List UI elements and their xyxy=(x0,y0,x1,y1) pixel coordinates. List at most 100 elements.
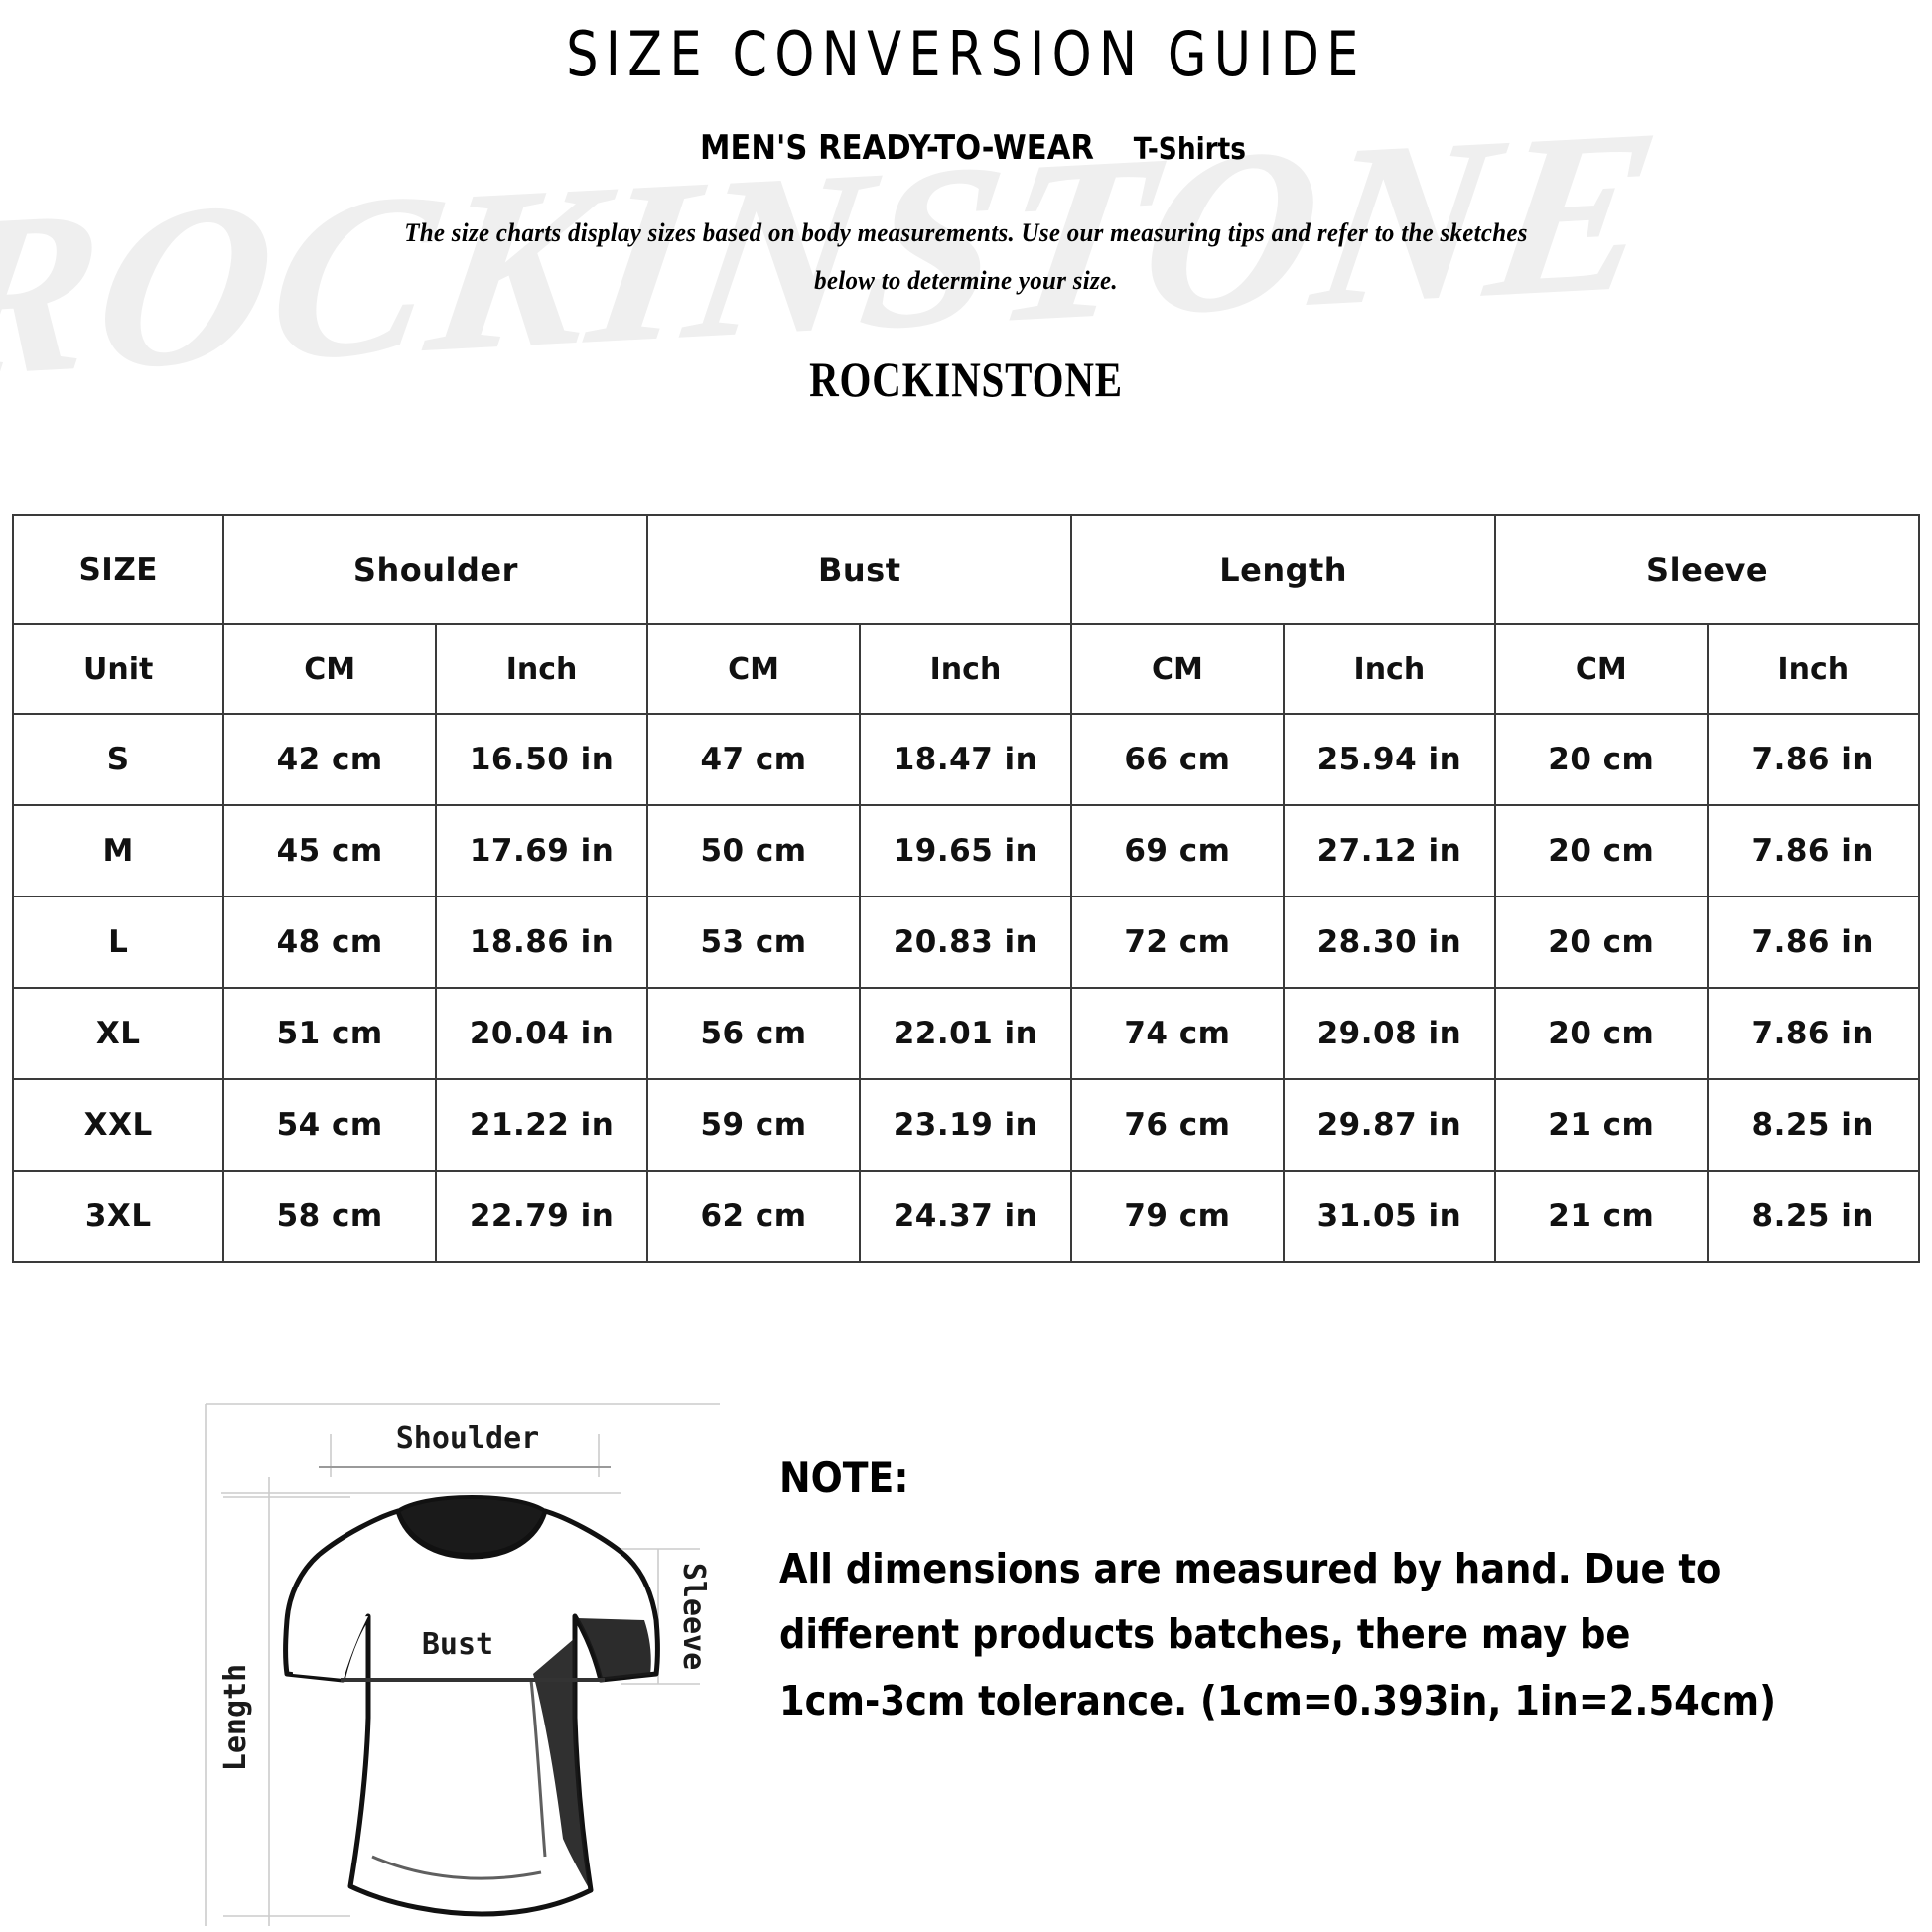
diagram-label-length: Length xyxy=(218,1664,253,1771)
cell-sleeve-cm: 21 cm xyxy=(1494,1170,1709,1263)
cell-bust-inch: 24.37 in xyxy=(858,1170,1073,1263)
cell-length-inch: 29.87 in xyxy=(1282,1078,1497,1172)
cell-bust-inch: 18.47 in xyxy=(858,713,1073,806)
note-line-2: different products batches, there may be xyxy=(779,1610,1631,1659)
cell-bust-inch: 23.19 in xyxy=(858,1078,1073,1172)
cell-bust-inch: 22.01 in xyxy=(858,987,1073,1080)
size-table-wrap: SIZE Shoulder Bust Length Sleeve Unit CM… xyxy=(11,514,1921,1263)
header-size: SIZE xyxy=(11,514,225,625)
table-unit-row: Unit CM Inch CM Inch CM Inch CM Inch xyxy=(11,623,1921,715)
cell-length-inch: 31.05 in xyxy=(1282,1170,1497,1263)
cell-shoulder-inch: 17.69 in xyxy=(434,804,649,897)
header-group-sleeve: Sleeve xyxy=(1494,514,1920,625)
unit-sleeve-cm: CM xyxy=(1494,623,1709,715)
header-group-bust: Bust xyxy=(646,514,1073,625)
cell-shoulder-inch: 16.50 in xyxy=(434,713,649,806)
unit-bust-cm: CM xyxy=(646,623,861,715)
cell-shoulder-inch: 18.86 in xyxy=(434,896,649,989)
unit-sleeve-inch: Inch xyxy=(1706,623,1921,715)
cell-shoulder-cm: 45 cm xyxy=(222,804,437,897)
cell-sleeve-inch: 7.86 in xyxy=(1706,713,1921,806)
description-line-1: The size charts display sizes based on b… xyxy=(404,218,1528,247)
cell-length-cm: 74 cm xyxy=(1070,987,1285,1080)
unit-length-inch: Inch xyxy=(1282,623,1497,715)
table-row: XXL 54 cm 21.22 in 59 cm 23.19 in 76 cm … xyxy=(11,1078,1921,1172)
cell-length-cm: 76 cm xyxy=(1070,1078,1285,1172)
row-size-label: L xyxy=(11,896,225,989)
cell-shoulder-inch: 21.22 in xyxy=(434,1078,649,1172)
cell-sleeve-cm: 20 cm xyxy=(1494,896,1709,989)
note-block: NOTE: All dimensions are measured by han… xyxy=(779,1390,1891,1733)
cell-bust-cm: 50 cm xyxy=(646,804,861,897)
table-row: 3XL 58 cm 22.79 in 62 cm 24.37 in 79 cm … xyxy=(11,1170,1921,1263)
note-title: NOTE: xyxy=(779,1453,909,1502)
cell-bust-cm: 56 cm xyxy=(646,987,861,1080)
note-line-1: All dimensions are measured by hand. Due… xyxy=(779,1545,1722,1592)
header-group-length: Length xyxy=(1070,514,1497,625)
cell-length-inch: 29.08 in xyxy=(1282,987,1497,1080)
note-line-3: 1cm-3cm tolerance. (1cm=0.393in, 1in=2.5… xyxy=(779,1676,1776,1725)
cell-sleeve-inch: 7.86 in xyxy=(1706,804,1921,897)
row-size-label: XXL xyxy=(11,1078,225,1172)
cell-shoulder-inch: 20.04 in xyxy=(434,987,649,1080)
unit-bust-inch: Inch xyxy=(858,623,1073,715)
row-size-label: XL xyxy=(11,987,225,1080)
cell-length-cm: 66 cm xyxy=(1070,713,1285,806)
unit-shoulder-inch: Inch xyxy=(434,623,649,715)
cell-sleeve-inch: 8.25 in xyxy=(1706,1170,1921,1263)
cell-bust-cm: 53 cm xyxy=(646,896,861,989)
subtitle-row: MEN'S READY-TO-WEAR T-Shirts xyxy=(0,128,1932,168)
cell-shoulder-cm: 54 cm xyxy=(222,1078,437,1172)
cell-sleeve-cm: 20 cm xyxy=(1494,804,1709,897)
table-row: XL 51 cm 20.04 in 56 cm 22.01 in 74 cm 2… xyxy=(11,987,1921,1080)
tshirt-collar xyxy=(395,1494,548,1558)
cell-sleeve-inch: 7.86 in xyxy=(1706,896,1921,989)
subtitle-category: MEN'S READY-TO-WEAR xyxy=(700,128,1095,168)
cell-bust-cm: 47 cm xyxy=(646,713,861,806)
diagram-label-sleeve: Sleeve xyxy=(676,1563,711,1670)
cell-bust-cm: 62 cm xyxy=(646,1170,861,1263)
row-size-label: M xyxy=(11,804,225,897)
cell-length-inch: 25.94 in xyxy=(1282,713,1497,806)
cell-length-cm: 79 cm xyxy=(1070,1170,1285,1263)
cell-length-cm: 72 cm xyxy=(1070,896,1285,989)
cell-bust-cm: 59 cm xyxy=(646,1078,861,1172)
row-size-label: S xyxy=(11,713,225,806)
cell-sleeve-cm: 21 cm xyxy=(1494,1078,1709,1172)
subtitle-product: T-Shirts xyxy=(1133,132,1247,167)
cell-shoulder-cm: 58 cm xyxy=(222,1170,437,1263)
tshirt-measurement-svg: Shoulder Sleeve Length xyxy=(205,1403,720,1926)
unit-shoulder-cm: CM xyxy=(222,623,437,715)
cell-sleeve-inch: 7.86 in xyxy=(1706,987,1921,1080)
cell-shoulder-cm: 48 cm xyxy=(222,896,437,989)
page-title: SIZE CONVERSION GUIDE xyxy=(566,18,1366,90)
row-size-label: 3XL xyxy=(11,1170,225,1263)
cell-shoulder-cm: 51 cm xyxy=(222,987,437,1080)
cell-sleeve-inch: 8.25 in xyxy=(1706,1078,1921,1172)
cell-sleeve-cm: 20 cm xyxy=(1494,713,1709,806)
cell-sleeve-cm: 20 cm xyxy=(1494,987,1709,1080)
unit-length-cm: CM xyxy=(1070,623,1285,715)
cell-shoulder-inch: 22.79 in xyxy=(434,1170,649,1263)
tshirt-diagram: Shoulder Sleeve Length xyxy=(184,1390,750,1932)
cell-bust-inch: 19.65 in xyxy=(858,804,1073,897)
header-unit: Unit xyxy=(11,623,225,715)
table-row: M 45 cm 17.69 in 50 cm 19.65 in 69 cm 27… xyxy=(11,804,1921,897)
cell-length-inch: 27.12 in xyxy=(1282,804,1497,897)
diagram-label-bust: Bust xyxy=(422,1627,493,1662)
table-row: L 48 cm 18.86 in 53 cm 20.83 in 72 cm 28… xyxy=(11,896,1921,989)
cell-shoulder-cm: 42 cm xyxy=(222,713,437,806)
cell-length-inch: 28.30 in xyxy=(1282,896,1497,989)
table-group-header-row: SIZE Shoulder Bust Length Sleeve xyxy=(11,514,1920,625)
diagram-label-shoulder: Shoulder xyxy=(396,1421,540,1455)
brand-name: ROCKINSTONE xyxy=(809,351,1123,408)
description-line-2: below to determine your size. xyxy=(814,266,1118,296)
table-row: S 42 cm 16.50 in 47 cm 18.47 in 66 cm 25… xyxy=(11,713,1921,806)
bottom-section: Shoulder Sleeve Length xyxy=(0,1390,1932,1932)
cell-bust-inch: 20.83 in xyxy=(858,896,1073,989)
description: The size charts display sizes based on b… xyxy=(299,209,1633,305)
header-group-shoulder: Shoulder xyxy=(222,514,649,625)
size-table: SIZE Shoulder Bust Length Sleeve Unit CM… xyxy=(11,514,1921,1263)
cell-length-cm: 69 cm xyxy=(1070,804,1285,897)
